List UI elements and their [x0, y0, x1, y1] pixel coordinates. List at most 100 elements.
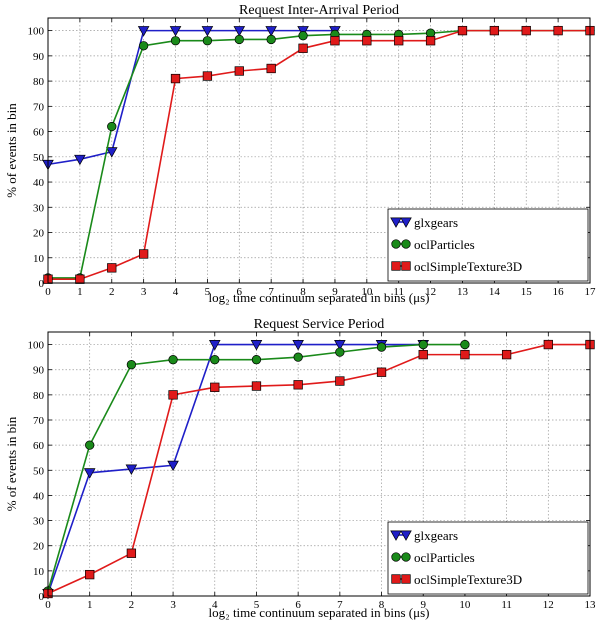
chart-title: Request Service Period	[254, 317, 385, 332]
series-glxgears	[42, 26, 341, 171]
data-point-oclParticles	[298, 31, 308, 41]
data-point-oclSimpleTexture3D	[234, 66, 244, 76]
x-tick-label: 4	[212, 599, 218, 611]
y-tick-label: 90	[33, 51, 45, 63]
data-point-oclSimpleTexture3D	[298, 43, 308, 53]
data-point-glxgears	[125, 464, 138, 475]
y-tick-label: 30	[33, 202, 45, 214]
data-point-oclParticles	[251, 355, 262, 365]
data-point-glxgears	[74, 154, 86, 166]
x-tick-label: 12	[425, 286, 436, 298]
x-tick-label: 16	[553, 286, 565, 298]
y-tick-label: 80	[33, 76, 45, 88]
y-tick-label: 90	[33, 365, 45, 377]
y-tick-label: 100	[28, 340, 45, 352]
plot-frame	[47, 17, 591, 284]
y-tick-label: 50	[33, 465, 45, 477]
data-point-oclSimpleTexture3D	[170, 73, 181, 84]
y-tick-label: 20	[33, 541, 45, 553]
y-tick-label: 0	[39, 278, 45, 290]
data-point-oclParticles	[234, 34, 244, 45]
data-point-glxgears	[265, 26, 277, 37]
data-point-oclSimpleTexture3D	[251, 381, 262, 391]
data-point-glxgears	[83, 468, 96, 479]
legend-label: glxgears	[414, 215, 458, 230]
legend: glxgears oclParticles oclSimpleTexture3D	[387, 208, 589, 282]
legend-marker	[391, 552, 401, 562]
legend-box	[387, 208, 589, 282]
x-tick-label: 9	[332, 286, 338, 298]
data-point-oclSimpleTexture3D	[489, 25, 500, 36]
data-point-oclSimpleTexture3D	[425, 36, 436, 46]
data-point-oclSimpleTexture3D	[85, 569, 95, 580]
x-tick-label: 13	[457, 286, 469, 298]
legend-marker	[400, 217, 412, 228]
data-point-glxgears	[167, 460, 179, 472]
y-tick-label: 80	[33, 390, 45, 402]
data-point-glxgears	[250, 340, 263, 351]
data-point-glxgears	[334, 340, 346, 351]
legend-marker	[390, 530, 402, 541]
x-tick-label: 6	[295, 599, 301, 611]
y-tick-label: 10	[33, 566, 45, 578]
x-tick-label: 5	[254, 599, 260, 611]
legend: glxgears oclParticles oclSimpleTexture3D	[387, 521, 589, 595]
y-tick-label: 70	[33, 101, 45, 113]
data-point-oclSimpleTexture3D	[107, 263, 117, 273]
x-tick-label: 9	[420, 599, 426, 611]
data-point-oclParticles	[126, 360, 137, 370]
series-glxgears	[42, 340, 430, 600]
y-tick-label: 60	[33, 127, 45, 139]
x-tick-label: 15	[521, 286, 533, 298]
data-point-oclSimpleTexture3D	[126, 548, 137, 558]
y-tick-label: 30	[33, 516, 45, 528]
y-tick-label: 60	[33, 440, 45, 452]
data-point-oclParticles	[170, 36, 181, 46]
data-point-oclSimpleTexture3D	[202, 71, 213, 81]
x-tick-label: 17	[585, 286, 596, 298]
legend-marker	[401, 239, 411, 249]
data-point-oclSimpleTexture3D	[521, 25, 531, 36]
x-tick-label: 2	[109, 286, 115, 298]
x-tick-label: 0	[45, 286, 51, 298]
x-tick-label: 7	[337, 599, 343, 611]
x-tick-label: 5	[205, 286, 211, 298]
legend-marker	[391, 574, 401, 584]
data-point-oclSimpleTexture3D	[418, 349, 428, 360]
data-point-oclSimpleTexture3D	[293, 380, 303, 390]
x-tick-label: 1	[87, 599, 93, 611]
x-axis-label: log₂ time continuum separated in bins (μ…	[209, 290, 430, 305]
x-tick-label: 11	[393, 286, 404, 298]
x-tick-label: 13	[585, 599, 596, 611]
legend-label: glxgears	[414, 528, 458, 543]
x-axis-label: log₂ time continuum separated in bins (μ…	[209, 605, 430, 620]
x-tick-label: 1	[77, 286, 83, 298]
data-point-oclSimpleTexture3D	[362, 36, 372, 46]
legend-marker	[401, 574, 411, 584]
data-point-glxgears	[169, 26, 182, 37]
data-point-glxgears	[292, 340, 304, 351]
data-point-oclParticles	[168, 355, 178, 365]
data-point-oclSimpleTexture3D	[460, 349, 470, 360]
y-axis-label: % of events in bin	[4, 416, 19, 511]
legend-marker	[400, 530, 412, 541]
data-point-glxgears	[208, 340, 221, 351]
data-point-glxgears	[201, 26, 214, 37]
series-line-oclSimpleTexture3D	[47, 343, 590, 595]
data-point-oclParticles	[85, 440, 95, 450]
legend-marker	[401, 261, 411, 271]
x-tick-label: 6	[237, 286, 243, 298]
data-point-oclSimpleTexture3D	[553, 25, 563, 36]
legend-label: oclSimpleTexture3D	[414, 572, 522, 587]
legend-box	[387, 521, 589, 595]
data-point-oclParticles	[293, 352, 303, 362]
data-point-oclSimpleTexture3D	[330, 36, 340, 46]
data-point-oclParticles	[202, 36, 213, 46]
x-tick-label: 8	[300, 286, 306, 298]
data-point-oclSimpleTexture3D	[266, 63, 276, 74]
data-point-oclSimpleTexture3D	[335, 376, 345, 386]
x-tick-label: 12	[543, 599, 554, 611]
series-line-oclSimpleTexture3D	[48, 29, 590, 281]
chart-panel-1: 0 1 2 3 4 5 6 7 8 9 10 11 12 13 14 15 16 1701020304050607…	[4, 3, 596, 305]
